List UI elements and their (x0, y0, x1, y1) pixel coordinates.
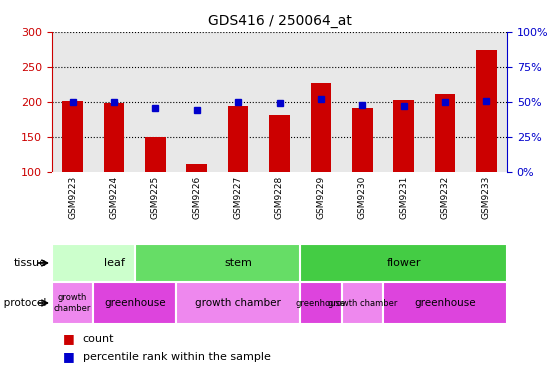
Text: GSM9223: GSM9223 (68, 176, 77, 219)
Bar (352, 108, 372, 172)
Text: GSM9230: GSM9230 (358, 176, 367, 219)
Text: GSM9224: GSM9224 (110, 176, 119, 219)
Bar (259, 32, 300, 172)
Bar (52, 32, 93, 172)
Text: growth
chamber: growth chamber (54, 293, 91, 313)
Text: GSM9233: GSM9233 (482, 176, 491, 219)
Bar (187, 164, 207, 172)
Bar (135, 244, 342, 282)
Text: GSM9225: GSM9225 (151, 176, 160, 219)
Bar (383, 32, 424, 172)
Bar (217, 32, 259, 172)
Bar (93, 282, 176, 324)
Bar (93, 32, 135, 172)
Bar (300, 32, 342, 172)
Bar (342, 32, 383, 172)
Text: percentile rank within the sample: percentile rank within the sample (83, 352, 271, 362)
Text: growth chamber: growth chamber (195, 298, 281, 308)
Text: ■: ■ (63, 350, 75, 363)
Bar (393, 100, 414, 172)
Text: flower: flower (386, 258, 421, 268)
Bar (310, 83, 331, 172)
Text: tissue: tissue (13, 258, 46, 268)
Text: growth protocol: growth protocol (0, 298, 46, 308)
Text: count: count (83, 334, 114, 344)
Text: greenhouse: greenhouse (296, 299, 346, 307)
Text: GSM9232: GSM9232 (440, 176, 449, 219)
Bar (52, 244, 176, 282)
Bar (228, 105, 249, 172)
Bar (135, 32, 176, 172)
Bar (104, 104, 125, 172)
Text: greenhouse: greenhouse (414, 298, 476, 308)
Text: leaf: leaf (103, 258, 125, 268)
Bar (145, 137, 166, 172)
Text: GSM9231: GSM9231 (399, 176, 408, 219)
Bar (176, 32, 217, 172)
Text: GSM9227: GSM9227 (234, 176, 243, 219)
Text: growth chamber: growth chamber (328, 299, 397, 307)
Bar (434, 94, 455, 172)
Bar (383, 282, 507, 324)
Title: GDS416 / 250064_at: GDS416 / 250064_at (207, 14, 352, 28)
Text: stem: stem (224, 258, 252, 268)
Bar (300, 244, 507, 282)
Bar (52, 282, 93, 324)
Bar (176, 282, 300, 324)
Text: ■: ■ (63, 332, 75, 345)
Bar (476, 50, 496, 172)
Bar (424, 32, 466, 172)
Bar (300, 282, 342, 324)
Bar (269, 115, 290, 172)
Bar (63, 101, 83, 172)
Bar (342, 282, 383, 324)
Bar (466, 32, 507, 172)
Text: greenhouse: greenhouse (104, 298, 165, 308)
Text: GSM9226: GSM9226 (192, 176, 201, 219)
Text: GSM9229: GSM9229 (316, 176, 325, 219)
Text: GSM9228: GSM9228 (275, 176, 284, 219)
